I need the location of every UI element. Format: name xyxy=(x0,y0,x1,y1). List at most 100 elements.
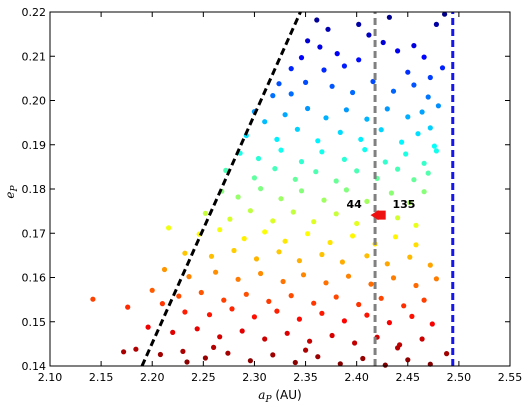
data-point xyxy=(292,176,298,182)
plot-background xyxy=(50,12,510,366)
data-point xyxy=(270,352,276,358)
data-point xyxy=(411,43,417,49)
data-point xyxy=(399,139,405,145)
data-point xyxy=(133,346,139,352)
data-point xyxy=(321,197,327,203)
black-dashed-boundary xyxy=(140,11,302,367)
data-point xyxy=(382,159,388,165)
data-point xyxy=(311,300,317,306)
data-point xyxy=(413,242,419,248)
data-point xyxy=(262,119,268,125)
data-point xyxy=(435,103,441,109)
data-point xyxy=(217,334,223,340)
x-tick-label: 2.15 xyxy=(89,371,114,384)
data-point xyxy=(419,336,425,342)
data-point xyxy=(433,21,439,27)
data-point xyxy=(157,351,163,358)
data-point xyxy=(378,295,384,301)
data-point xyxy=(247,358,253,364)
data-point xyxy=(288,66,294,72)
data-point xyxy=(321,67,327,73)
data-point xyxy=(413,222,419,228)
data-point xyxy=(395,345,401,351)
y-tick-label: 0.20 xyxy=(22,95,47,108)
data-point xyxy=(356,301,362,308)
data-point xyxy=(354,220,360,227)
data-point xyxy=(159,301,165,307)
data-point xyxy=(364,116,370,122)
data-point xyxy=(405,114,411,120)
annotation-label-44: 44 xyxy=(346,198,362,211)
data-point xyxy=(290,209,296,215)
data-point xyxy=(368,281,374,287)
data-point xyxy=(182,250,188,256)
data-point xyxy=(384,261,390,267)
data-point xyxy=(294,126,300,132)
data-point xyxy=(319,149,325,155)
data-point xyxy=(427,262,433,268)
data-point xyxy=(202,210,208,216)
x-tick-label: 2.40 xyxy=(344,371,369,384)
data-point xyxy=(315,138,321,144)
data-point xyxy=(251,314,257,320)
x-tick-label: 2.45 xyxy=(396,371,421,384)
data-point xyxy=(403,151,409,157)
data-point xyxy=(276,249,282,255)
x-tick-label: 2.20 xyxy=(140,371,165,384)
data-point xyxy=(231,247,237,254)
data-point xyxy=(358,136,364,142)
data-point xyxy=(314,17,320,23)
data-point xyxy=(300,272,307,278)
data-point xyxy=(251,175,257,181)
data-point xyxy=(284,330,290,336)
data-point xyxy=(354,168,360,174)
data-point xyxy=(341,63,347,69)
data-point xyxy=(121,349,127,355)
data-point xyxy=(364,312,370,318)
data-point xyxy=(407,254,413,260)
data-point xyxy=(243,291,249,297)
data-point xyxy=(298,55,305,61)
data-point xyxy=(241,236,247,242)
data-point xyxy=(206,312,213,318)
data-point xyxy=(364,253,370,259)
data-point xyxy=(270,93,276,99)
data-point xyxy=(333,211,339,217)
data-point xyxy=(425,94,431,100)
y-tick-label: 0.22 xyxy=(22,6,47,19)
x-tick-label: 2.10 xyxy=(38,371,63,384)
data-point xyxy=(225,350,231,356)
data-point xyxy=(229,306,235,312)
data-point xyxy=(278,196,284,202)
data-point xyxy=(366,32,372,38)
data-point xyxy=(433,276,439,282)
data-point xyxy=(380,39,386,46)
data-point xyxy=(217,227,223,233)
annotation-label-135: 135 xyxy=(392,198,415,211)
data-point xyxy=(280,278,286,285)
data-point xyxy=(334,51,340,57)
data-point xyxy=(390,88,397,94)
y-axis-ticks: 0.14 0.15 0.16 0.17 0.18 0.19 0.20 0.21 0.22 xyxy=(22,6,510,373)
data-point xyxy=(325,26,331,32)
data-point xyxy=(288,91,294,97)
x-tick-label: 2.50 xyxy=(447,371,472,384)
data-point xyxy=(343,187,349,193)
data-point xyxy=(356,57,362,63)
data-point xyxy=(307,338,313,344)
annotations: 44 135 xyxy=(346,198,415,211)
data-point xyxy=(392,234,399,240)
data-point xyxy=(202,355,208,361)
data-point xyxy=(341,156,347,162)
x-tick-label: 2.35 xyxy=(293,371,318,384)
data-point xyxy=(421,160,427,166)
data-point xyxy=(395,48,401,54)
data-point xyxy=(270,218,276,224)
data-point xyxy=(364,198,370,204)
data-point xyxy=(407,200,413,206)
data-point xyxy=(421,297,427,303)
data-point xyxy=(176,293,182,299)
data-point xyxy=(356,21,362,27)
data-point xyxy=(315,354,321,360)
